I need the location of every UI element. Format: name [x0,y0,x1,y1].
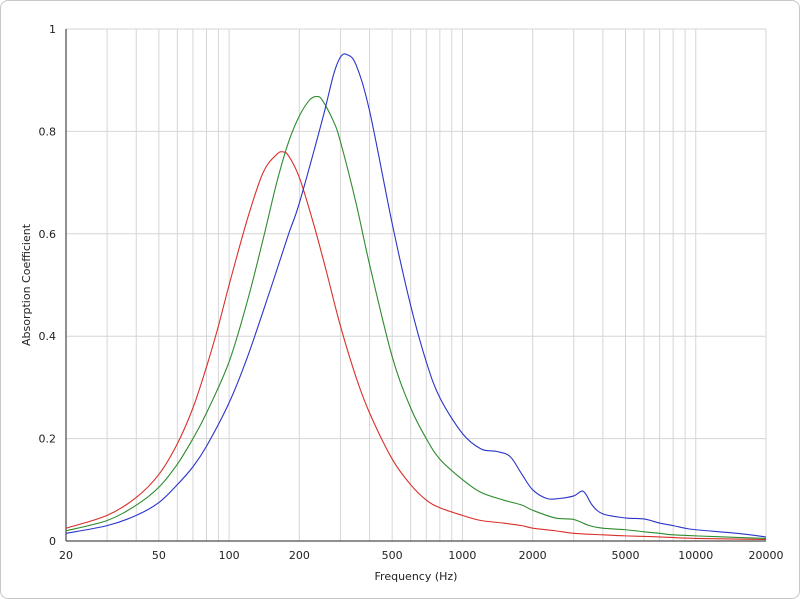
y-tick-label: 0.8 [39,125,57,138]
y-axis-label: Absorption Coefficient [20,223,33,346]
x-tick-label: 200 [289,549,310,562]
y-tick-label: 0 [49,535,56,548]
x-tick-label: 1000 [448,549,476,562]
x-tick-label: 100 [219,549,240,562]
y-tick-labels: 0 0.2 0.4 0.6 0.8 1 [39,23,57,548]
axes [65,29,766,542]
grid [65,28,767,542]
y-tick-label: 1 [49,23,56,36]
y-tick-label: 0.4 [39,330,57,343]
x-tick-label: 5000 [612,549,640,562]
series-line-1 [65,151,767,541]
x-tick-label: 20000 [749,549,784,562]
y-tick-label: 0.2 [39,433,57,446]
x-axis-label: Frequency (Hz) [375,570,458,583]
series-line-2 [65,95,767,539]
x-tick-label: 500 [382,549,403,562]
x-tick-label: 2000 [519,549,547,562]
y-tick-label: 0.6 [39,228,57,241]
x-tick-label: 10000 [678,549,713,562]
series-line-3 [65,53,767,538]
series-lines [65,53,767,541]
x-tick-label: 20 [59,549,73,562]
x-tick-labels: 20 50 100 200 500 1000 2000 5000 10000 20000 [59,549,784,562]
x-tick-label: 50 [152,549,166,562]
